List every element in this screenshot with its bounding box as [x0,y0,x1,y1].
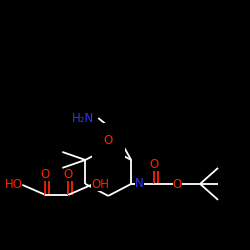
Text: O: O [104,134,113,147]
Text: HO: HO [4,178,22,192]
Text: O: O [104,134,113,147]
Text: H₂N: H₂N [72,112,94,124]
Text: O: O [172,178,182,192]
Text: OH: OH [91,178,109,192]
Text: O: O [150,158,159,172]
Text: N: N [135,178,143,190]
Text: O: O [41,168,50,181]
Text: O: O [64,168,73,181]
